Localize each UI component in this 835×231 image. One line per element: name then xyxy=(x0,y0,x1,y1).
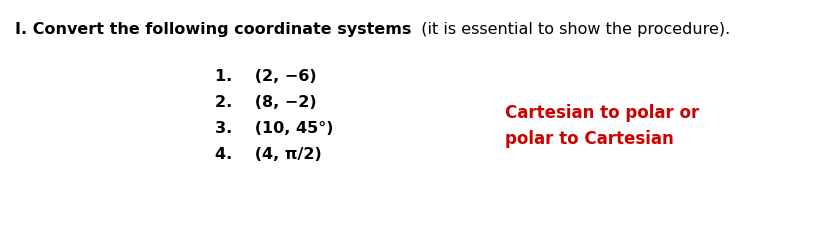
Text: 2.    (8, −2): 2. (8, −2) xyxy=(215,94,316,109)
Text: 1.    (2, −6): 1. (2, −6) xyxy=(215,69,316,84)
Text: 3.    (10, 45°): 3. (10, 45°) xyxy=(215,121,333,135)
Text: I. Convert the following coordinate systems: I. Convert the following coordinate syst… xyxy=(15,22,412,37)
Text: Cartesian to polar or: Cartesian to polar or xyxy=(505,103,699,122)
Text: (it is essential to show the procedure).: (it is essential to show the procedure). xyxy=(412,22,731,37)
Text: polar to Cartesian: polar to Cartesian xyxy=(505,129,674,147)
Text: 4.    (4, π/2): 4. (4, π/2) xyxy=(215,146,321,161)
